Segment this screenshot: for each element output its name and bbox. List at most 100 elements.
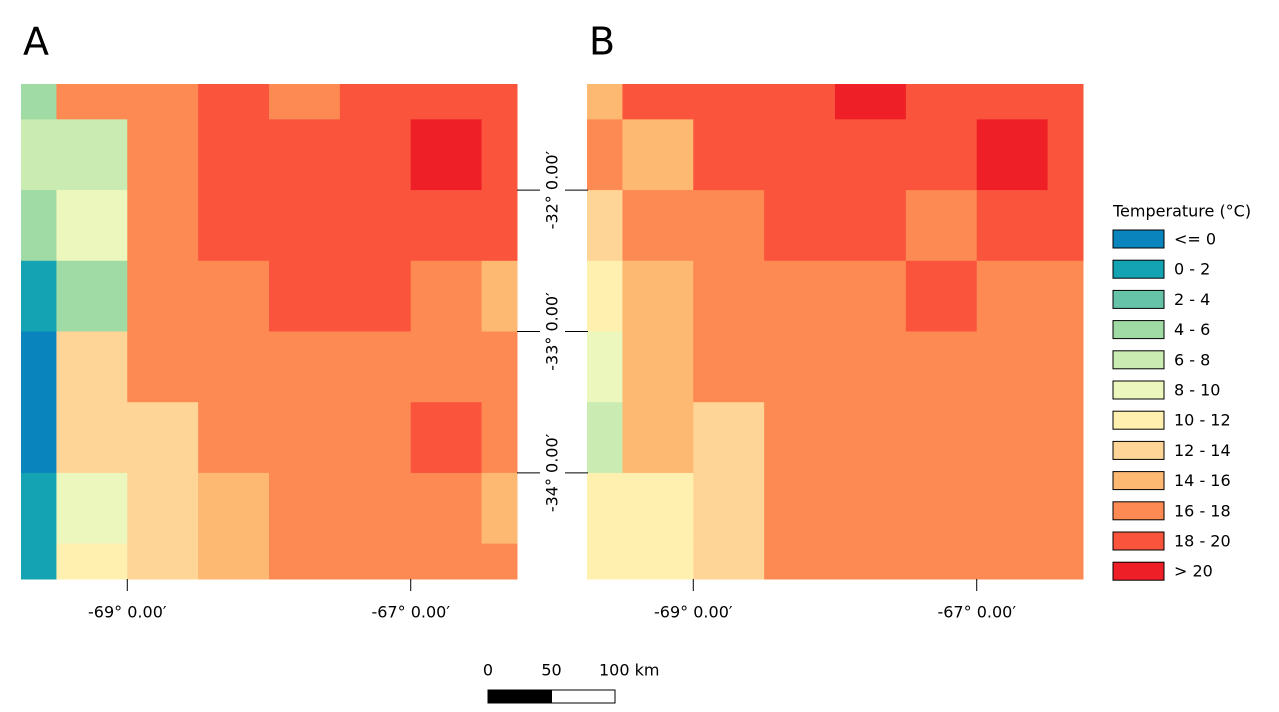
grid-cell <box>764 402 836 474</box>
y-tick-label: -32° 0.00′ <box>543 150 562 229</box>
grid-cell <box>410 543 483 580</box>
x-tick-label: -69° 0.00′ <box>654 603 733 622</box>
grid-cell <box>835 119 907 191</box>
grid-cell <box>481 190 518 262</box>
grid-cell <box>410 472 483 545</box>
grid-cell <box>269 84 341 120</box>
grid-cell <box>764 190 836 262</box>
grid-cell <box>56 260 128 332</box>
grid-cell <box>56 84 128 120</box>
grid-cell <box>622 119 694 191</box>
grid-cell <box>587 119 623 191</box>
legend-label: 0 - 2 <box>1174 260 1210 279</box>
grid-cell <box>339 119 412 191</box>
grid-cell <box>127 472 199 545</box>
legend-swatch <box>1112 229 1165 249</box>
grid-cell <box>1047 543 1084 580</box>
grid-cell <box>127 190 199 262</box>
grid-cell <box>905 472 978 545</box>
grid-cell <box>21 331 57 403</box>
grid-cell <box>1047 260 1084 332</box>
x-tick-label: -67° 0.00′ <box>937 603 1016 622</box>
grid-cell <box>56 331 128 403</box>
grid-cell <box>905 84 978 120</box>
grid-cell <box>693 190 765 262</box>
grid-cell <box>622 84 694 120</box>
grid-cell <box>835 331 907 403</box>
grid-cell <box>587 331 623 403</box>
legend-label: 4 - 6 <box>1174 320 1210 339</box>
grid-cell <box>1047 402 1084 474</box>
grid-cell <box>587 402 623 474</box>
grid-cell <box>481 402 518 474</box>
grid-cell <box>21 402 57 474</box>
grid-cell <box>127 402 199 474</box>
grid-cell <box>56 543 128 580</box>
grid-cell <box>127 543 199 580</box>
grid-cell <box>339 260 412 332</box>
grid-cell <box>339 190 412 262</box>
legend-swatch <box>1112 350 1165 370</box>
grid-cell <box>127 119 199 191</box>
scale-bar-label: 50 <box>541 661 561 680</box>
legend-swatch <box>1112 501 1165 521</box>
y-tick-label: -34° 0.00′ <box>543 433 562 512</box>
legend-label: 8 - 10 <box>1174 381 1220 400</box>
grid-cell <box>21 260 57 332</box>
grid-cell <box>905 543 978 580</box>
grid-cell <box>835 260 907 332</box>
grid-cell <box>1047 84 1084 120</box>
grid-cell <box>905 331 978 403</box>
grid-cell <box>269 543 341 580</box>
grid-cell <box>835 84 907 120</box>
grid-cell <box>198 84 270 120</box>
grid-cell <box>976 472 1049 545</box>
grid-cell <box>976 331 1049 403</box>
grid-cell <box>587 260 623 332</box>
legend-swatch <box>1112 320 1165 340</box>
grid-cell <box>693 402 765 474</box>
grid-cell <box>976 84 1049 120</box>
grid-cell <box>269 119 341 191</box>
grid-cell <box>693 260 765 332</box>
legend-swatch <box>1112 289 1165 309</box>
grid-cell <box>622 402 694 474</box>
grid-cell <box>339 84 412 120</box>
x-tick-label: -67° 0.00′ <box>371 603 450 622</box>
grid-cell <box>410 119 483 191</box>
grid-cell <box>481 84 518 120</box>
legend-label: 14 - 16 <box>1174 471 1231 490</box>
grid-cell <box>269 331 341 403</box>
grid-cell <box>198 119 270 191</box>
grid-cell <box>127 331 199 403</box>
grid-cell <box>21 84 57 120</box>
grid-cell <box>198 190 270 262</box>
grid-cell <box>764 260 836 332</box>
scale-bar-segment <box>551 689 616 704</box>
grid-cell <box>56 190 128 262</box>
legend-swatch <box>1112 471 1165 491</box>
grid-cell <box>764 472 836 545</box>
grid-cell <box>410 402 483 474</box>
legend-label: 10 - 12 <box>1174 411 1231 430</box>
grid-cell <box>269 190 341 262</box>
grid-cell <box>410 260 483 332</box>
grid-cell <box>693 331 765 403</box>
grid-cell <box>56 119 128 191</box>
grid-cell <box>693 472 765 545</box>
grid-cell <box>622 472 694 545</box>
grid-cell <box>587 84 623 120</box>
grid-cell <box>587 190 623 262</box>
grid-cell <box>764 331 836 403</box>
grid-cell <box>622 260 694 332</box>
legend-label: 2 - 4 <box>1174 290 1210 309</box>
grid-cell <box>481 472 518 545</box>
grid-cell <box>622 190 694 262</box>
grid-cell <box>976 119 1049 191</box>
grid-cell <box>198 472 270 545</box>
grid-cell <box>976 260 1049 332</box>
grid-cell <box>198 402 270 474</box>
grid-cell <box>481 119 518 191</box>
legend-label: <= 0 <box>1174 230 1216 249</box>
